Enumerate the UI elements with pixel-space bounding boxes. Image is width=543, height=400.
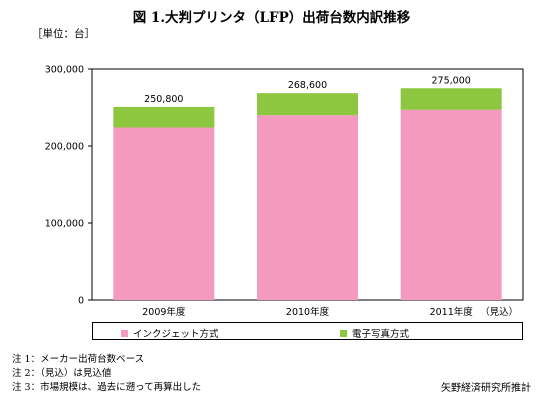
- bar-electrophoto-3: [400, 88, 502, 110]
- legend-item-electrophoto: 電子写真方式: [340, 326, 409, 340]
- legend-item-inkjet: インクジェット方式: [121, 326, 219, 340]
- y-tick-label: 200,000: [45, 142, 84, 153]
- note-2: 注 2：（見込）は見込値: [12, 368, 112, 379]
- bar-electrophoto-1: [113, 106, 215, 128]
- note-3: 注 3：市場規模は、過去に遡って再算出した: [12, 382, 202, 393]
- y-tick-label: 0: [78, 296, 84, 307]
- legend: インクジェット方式 電子写真方式: [92, 322, 523, 340]
- total-label-1: 250,800: [144, 94, 183, 105]
- x-category-label-1: 2009年度: [142, 306, 186, 318]
- total-label-2: 268,600: [288, 80, 327, 91]
- legend-swatch-electrophoto: [340, 329, 347, 337]
- unit-label: ［単位：台］: [32, 28, 95, 40]
- bar-inkjet-3: [400, 109, 502, 300]
- y-tick-label: 300,000: [45, 65, 84, 76]
- chart-title: 図 1.大判プリンタ（LFP）出荷台数内訳推移: [132, 10, 411, 26]
- legend-label-inkjet: インクジェット方式: [133, 329, 219, 340]
- bar-inkjet-2: [257, 115, 358, 300]
- note-1: 注 1：メーカー出荷台数ベース: [12, 354, 145, 365]
- y-tick-label: 100,000: [45, 219, 84, 230]
- bar-inkjet-1: [113, 127, 215, 301]
- x-category-label-2: 2010年度: [286, 306, 330, 318]
- x-category-suffix-3: （見込）: [480, 306, 518, 318]
- legend-swatch-inkjet: [121, 329, 128, 337]
- x-category-label-3: 2011年度: [430, 306, 474, 318]
- total-label-3: 275,000: [432, 75, 471, 86]
- legend-label-electrophoto: 電子写真方式: [352, 329, 410, 340]
- bar-chart: 0 100,000 200,000 300,000 250,800 2009年度 268,6…: [45, 65, 524, 318]
- source-label: 矢野経済研究所推計: [441, 383, 531, 394]
- bar-electrophoto-2: [257, 93, 358, 116]
